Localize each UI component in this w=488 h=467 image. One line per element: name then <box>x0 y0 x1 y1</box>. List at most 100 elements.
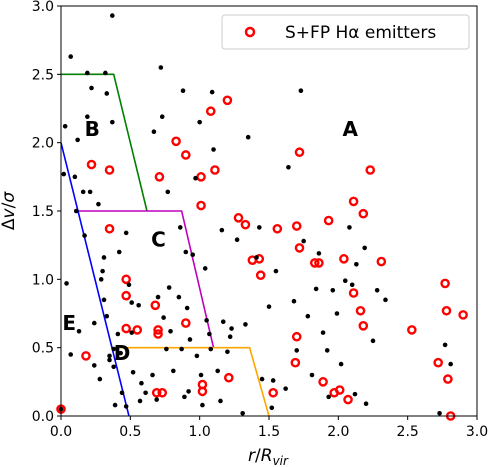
data-point <box>73 208 79 214</box>
data-point <box>197 119 202 125</box>
data-point <box>218 398 223 404</box>
data-point <box>183 249 189 255</box>
data-point <box>112 402 118 408</box>
data-point <box>305 313 311 319</box>
y-tick-label: 2.5 <box>32 67 54 83</box>
data-point <box>349 282 355 288</box>
data-point <box>116 249 122 255</box>
data-point <box>161 315 166 320</box>
plot-area <box>56 13 468 421</box>
data-point <box>320 330 326 335</box>
emitter-marker <box>132 325 143 335</box>
data-point <box>89 85 94 91</box>
emitter-marker <box>291 221 302 231</box>
emitter-marker <box>407 325 417 335</box>
data-point <box>243 322 248 327</box>
emitter-marker <box>376 256 387 267</box>
data-point <box>291 298 297 304</box>
data-point <box>101 255 107 260</box>
x-axis-ticks: 0.0 0.5 1.0 1.5 2.0 2.5 3.0 <box>50 416 488 440</box>
data-point <box>301 238 306 244</box>
data-point <box>139 380 144 386</box>
emitter-marker <box>150 300 161 311</box>
emitter-marker <box>291 331 302 342</box>
emitter-marker <box>323 215 334 226</box>
data-point <box>158 65 164 70</box>
data-point <box>286 164 291 170</box>
data-point <box>118 350 123 356</box>
emitter-marker <box>151 387 162 398</box>
data-point <box>87 189 93 195</box>
data-point <box>202 266 208 271</box>
x-tick-label: 0.5 <box>119 424 141 440</box>
data-point <box>330 287 336 293</box>
emitter-marker <box>233 213 244 223</box>
region-labels: A B C D E <box>62 117 358 365</box>
emitter-marker <box>318 377 328 387</box>
emitter-marker <box>223 372 234 383</box>
data-point <box>437 410 442 416</box>
data-point <box>115 331 121 337</box>
data-point <box>119 390 125 396</box>
data-point <box>180 88 186 94</box>
emitter-marker <box>440 278 450 289</box>
data-point <box>234 237 240 242</box>
data-point <box>101 297 107 303</box>
y-tick-label: 0.0 <box>32 409 54 425</box>
emitter-marker <box>441 305 452 316</box>
emitter-marker <box>358 208 369 219</box>
data-point <box>270 378 276 383</box>
data-point <box>179 346 184 352</box>
emitter-marker <box>355 305 366 316</box>
data-point <box>91 363 97 368</box>
data-point <box>62 123 68 129</box>
data-point <box>309 372 315 378</box>
legend-label: S+FP Hα emitters <box>285 23 436 43</box>
y-tick-label: 1.0 <box>32 272 54 288</box>
data-point <box>448 361 453 367</box>
data-point <box>200 402 205 408</box>
boundary-b <box>61 73 148 212</box>
data-point <box>266 304 272 309</box>
emitter-marker <box>294 243 305 253</box>
data-point <box>98 277 104 282</box>
data-point <box>82 233 87 238</box>
y-tick-label: 2.0 <box>32 136 54 152</box>
data-point <box>154 397 159 402</box>
emitter-marker <box>196 200 206 211</box>
data-point <box>442 342 448 348</box>
emitter-marker <box>104 223 115 234</box>
emitter-marker <box>343 394 353 405</box>
x-tick-label: 2.0 <box>327 424 349 440</box>
data-point <box>129 330 135 335</box>
emitter-marker <box>154 172 165 182</box>
legend-box <box>221 14 470 50</box>
data-point <box>208 346 214 352</box>
data-point <box>130 369 136 375</box>
emitter-marker <box>153 325 163 335</box>
data-point <box>166 285 172 290</box>
emitter-marker <box>290 357 301 368</box>
data-point <box>184 305 190 311</box>
data-point <box>110 119 115 125</box>
data-point <box>225 349 230 355</box>
y-tick-label: 0.5 <box>32 341 54 357</box>
data-point <box>171 368 176 374</box>
emitter-marker <box>81 351 91 361</box>
data-point <box>362 245 367 251</box>
data-point <box>269 405 275 411</box>
data-point <box>347 225 352 230</box>
data-point <box>187 337 193 342</box>
emitter-marker <box>358 320 369 331</box>
emitter-marker <box>458 310 468 320</box>
data-point <box>75 137 80 143</box>
data-point <box>85 70 90 76</box>
data-point <box>159 114 165 119</box>
data-point <box>354 262 359 267</box>
emitter-marker <box>121 323 131 334</box>
data-point <box>193 175 198 181</box>
data-point <box>104 313 110 319</box>
y-tick-label: 3.0 <box>32 0 54 15</box>
data-point <box>143 390 148 396</box>
data-point <box>186 389 191 394</box>
